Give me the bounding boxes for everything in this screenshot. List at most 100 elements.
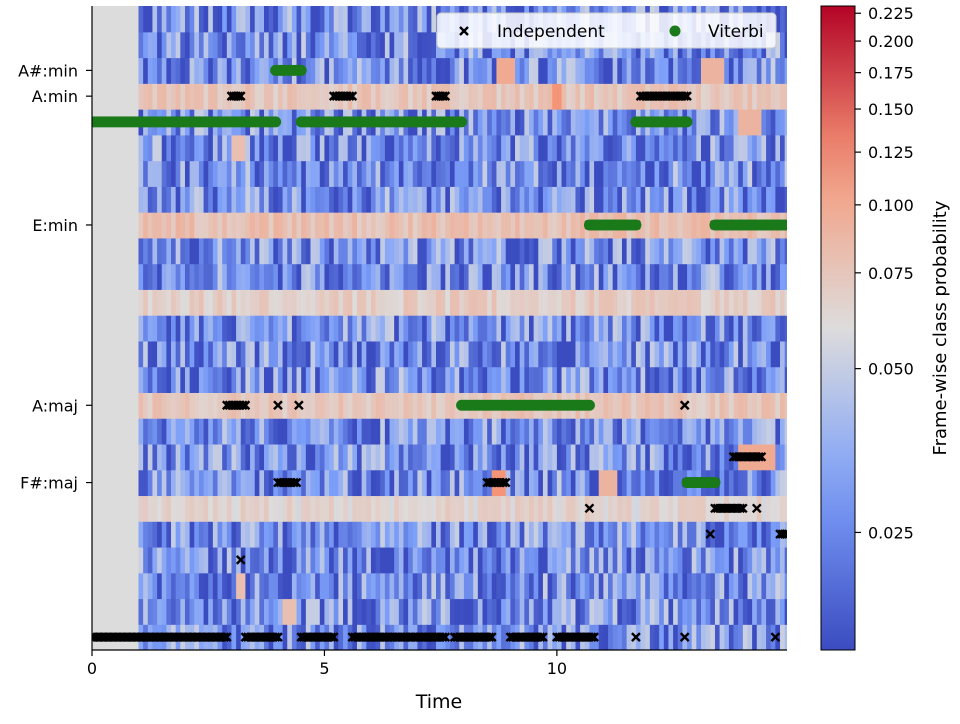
heatmap-cell	[375, 392, 381, 419]
heatmap-cell	[152, 31, 158, 59]
heatmap-cell	[310, 289, 316, 316]
heatmap-cell	[556, 366, 563, 393]
heatmap-cell	[552, 469, 558, 497]
heatmap-cell	[510, 521, 516, 548]
heatmap-cell	[668, 57, 674, 84]
heatmap-cell	[714, 546, 721, 574]
heatmap-cell	[291, 263, 298, 290]
heatmap-cell	[273, 160, 279, 187]
heatmap-cell	[222, 315, 228, 342]
heatmap-cell	[528, 443, 535, 471]
heatmap-cell	[742, 546, 749, 574]
heatmap-cell	[463, 83, 470, 110]
heatmap-cell	[319, 31, 326, 59]
independent-point	[737, 503, 748, 514]
heatmap-cell	[347, 392, 353, 419]
heatmap-cell	[250, 83, 256, 110]
heatmap-cell	[380, 340, 386, 368]
heatmap-cell	[728, 392, 735, 419]
heatmap-cell	[310, 160, 316, 187]
independent-point	[437, 632, 448, 642]
heatmap-cell	[728, 289, 735, 316]
heatmap-cell	[282, 315, 288, 342]
heatmap-cell	[398, 263, 405, 290]
heatmap-cell	[724, 263, 730, 290]
heatmap-cell	[673, 160, 679, 187]
heatmap-cell	[143, 160, 149, 187]
heatmap-cell	[426, 572, 432, 600]
heatmap-cell	[184, 134, 191, 162]
heatmap-cell	[631, 624, 637, 650]
heatmap-cell	[236, 6, 242, 33]
heatmap-cell	[208, 366, 214, 393]
heatmap-cell	[236, 598, 242, 625]
heatmap-cell	[184, 469, 191, 497]
heatmap-cell	[198, 521, 205, 548]
heatmap-cell	[775, 31, 781, 59]
heatmap-cell	[761, 521, 767, 548]
heatmap-cell	[482, 572, 488, 600]
heatmap-cell	[375, 572, 381, 600]
heatmap-cell	[436, 134, 442, 162]
heatmap-cell	[431, 212, 437, 239]
heatmap-cell	[394, 237, 400, 265]
heatmap-cell	[626, 340, 632, 368]
heatmap-cell	[468, 366, 474, 393]
heatmap-cell	[487, 598, 493, 625]
heatmap-cell	[505, 237, 511, 265]
heatmap-cell	[198, 134, 205, 162]
heatmap-cell	[254, 57, 260, 84]
heatmap-cell	[384, 340, 391, 368]
heatmap-cell	[319, 418, 326, 445]
heatmap-cell	[719, 469, 725, 497]
heatmap-cell	[705, 443, 711, 471]
heatmap-cell	[515, 186, 521, 213]
heatmap-cell	[538, 263, 544, 290]
heatmap-cell	[775, 495, 781, 522]
heatmap-cell	[398, 134, 405, 162]
heatmap-cell	[217, 263, 223, 290]
heatmap-cell	[570, 546, 577, 574]
heatmap-cell	[766, 392, 772, 419]
heatmap-cell	[547, 109, 553, 136]
heatmap-cell	[143, 495, 149, 522]
heatmap-cell	[468, 469, 474, 497]
heatmap-cell	[724, 546, 730, 574]
heatmap-cell	[482, 443, 488, 471]
heatmap-cell	[491, 521, 498, 548]
heatmap-cell	[598, 521, 604, 548]
heatmap-cell	[333, 6, 339, 33]
heatmap-cell	[501, 83, 507, 110]
heatmap-cell	[728, 109, 735, 136]
heatmap-cell	[733, 263, 739, 290]
heatmap-cell	[556, 340, 563, 368]
heatmap-cell	[184, 237, 191, 265]
heatmap-cell	[491, 237, 498, 265]
heatmap-cell	[621, 83, 628, 110]
heatmap-cell	[338, 134, 344, 162]
heatmap-cell	[603, 289, 609, 316]
heatmap-cell	[756, 495, 763, 522]
heatmap-cell	[366, 495, 372, 522]
heatmap-cell	[189, 237, 195, 265]
heatmap-cell	[296, 263, 302, 290]
heatmap-cell	[700, 160, 707, 187]
heatmap-cell	[273, 134, 279, 162]
heatmap-cell	[519, 340, 525, 368]
heatmap-cell	[700, 443, 707, 471]
heatmap-cell	[436, 366, 442, 393]
heatmap-cell	[714, 443, 721, 471]
heatmap-cell	[473, 289, 479, 316]
heatmap-cell	[356, 392, 363, 419]
heatmap-cell	[449, 598, 456, 625]
heatmap-cell	[733, 366, 739, 393]
heatmap-cell	[780, 624, 786, 650]
heatmap-cell	[491, 160, 498, 187]
heatmap-cell	[338, 31, 344, 59]
heatmap-cell	[138, 392, 144, 419]
heatmap-cell	[264, 521, 270, 548]
heatmap-cell	[714, 160, 721, 187]
heatmap-cell	[621, 186, 628, 213]
heatmap-cell	[482, 340, 488, 368]
heatmap-cell	[775, 624, 781, 650]
